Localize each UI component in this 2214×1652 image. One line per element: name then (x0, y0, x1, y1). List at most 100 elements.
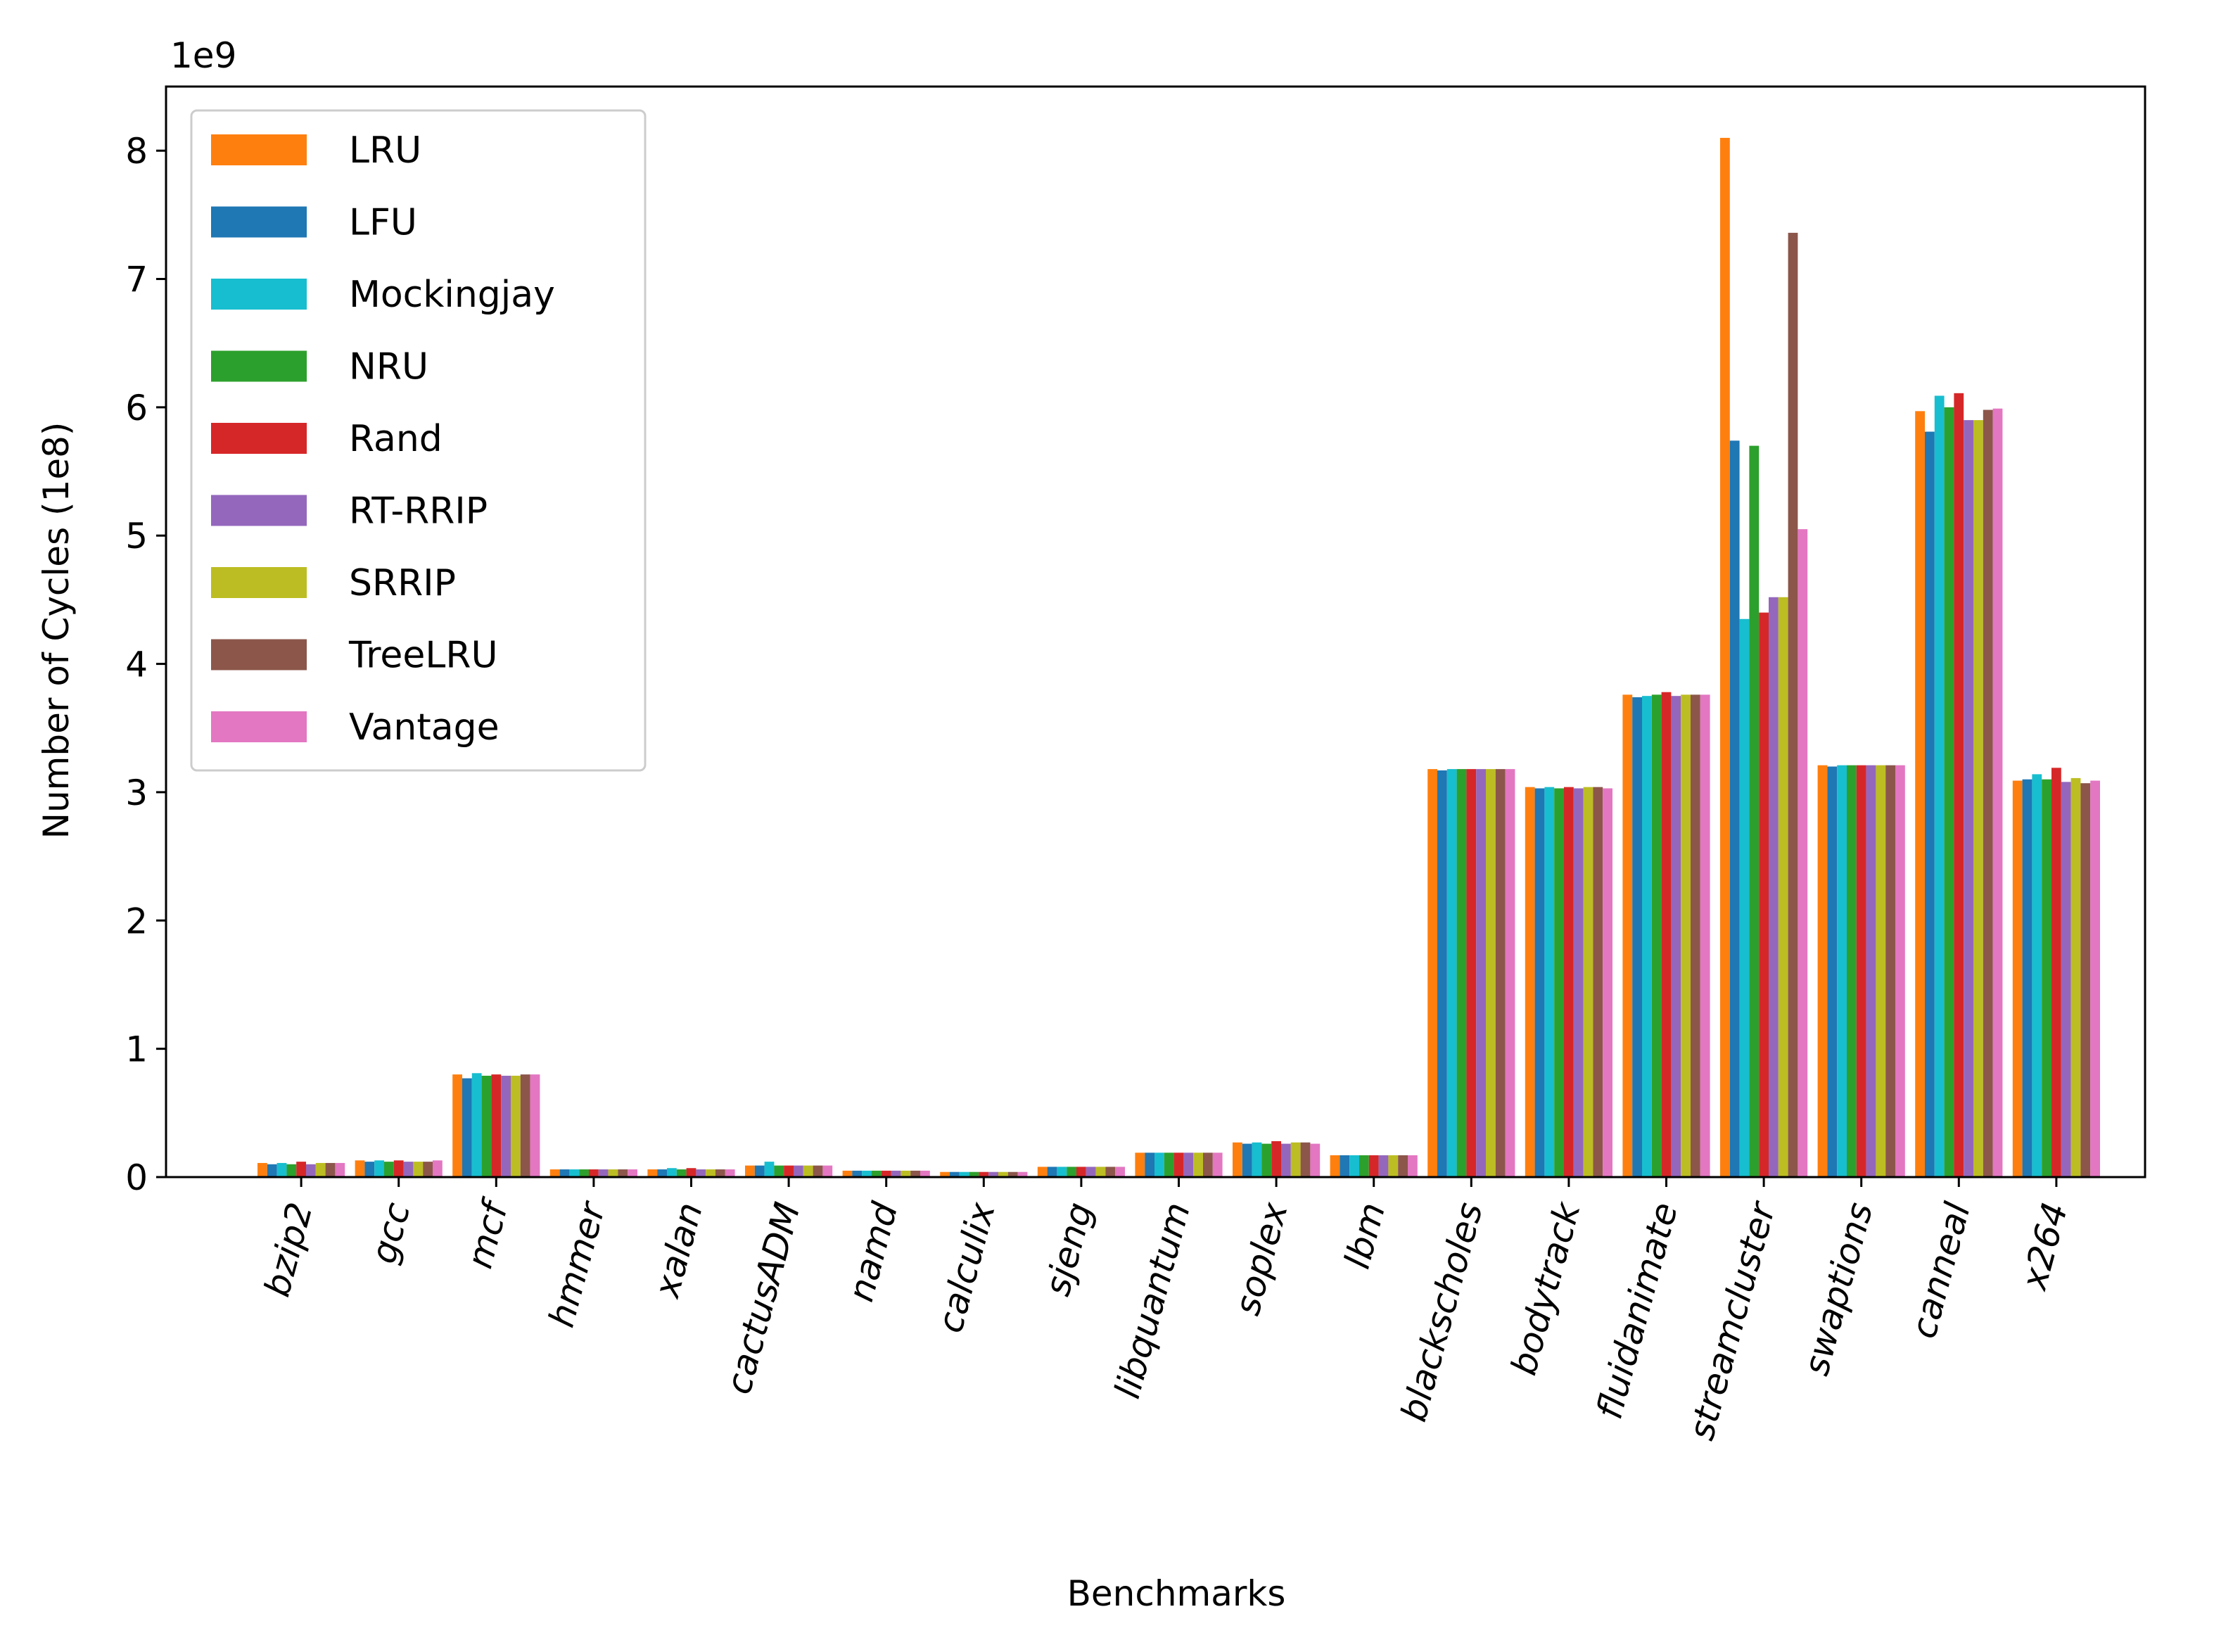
bar-rt-rrip-calculix (988, 1171, 998, 1177)
bar-vantage-libquantum (1212, 1152, 1223, 1177)
bar-rand-bzip2 (296, 1162, 306, 1177)
bar-lfu-soplex (1242, 1143, 1252, 1177)
bar-lfu-lbm (1340, 1155, 1350, 1177)
bar-treelru-blackscholes (1495, 769, 1506, 1177)
bar-treelru-bodytrack (1593, 787, 1603, 1177)
bar-treelru-streamcluster (1788, 232, 1798, 1178)
bar-srrip-hmmer (608, 1169, 618, 1177)
bar-nru-hmmer (579, 1169, 589, 1177)
bar-srrip-gcc (413, 1162, 424, 1177)
bar-rt-rrip-cactusADM (794, 1165, 803, 1177)
bar-nru-swaptions (1847, 765, 1857, 1177)
bar-lfu-calculix (950, 1171, 960, 1177)
bar-vantage-bzip2 (335, 1162, 345, 1177)
y-tick-label: 4 (125, 644, 148, 685)
bar-mockingjay-namd (862, 1170, 872, 1177)
legend-swatch-nru (211, 350, 307, 382)
bar-srrip-sjeng (1095, 1167, 1106, 1177)
bar-treelru-lbm (1398, 1155, 1408, 1177)
bar-rand-swaptions (1856, 765, 1866, 1177)
bar-rt-rrip-canneal (1964, 420, 1973, 1177)
bar-srrip-xalan (706, 1169, 715, 1177)
bar-lru-streamcluster (1720, 137, 1730, 1178)
bar-treelru-fluidanimate (1691, 694, 1700, 1177)
bar-treelru-xalan (715, 1169, 725, 1177)
bar-lru-libquantum (1135, 1152, 1145, 1177)
y-tick-label: 2 (125, 901, 148, 941)
legend-swatch-treelru (211, 639, 307, 671)
bar-treelru-calculix (1007, 1171, 1018, 1177)
bar-rt-rrip-sjeng (1086, 1167, 1096, 1177)
bar-srrip-canneal (1973, 420, 1983, 1177)
bar-treelru-x264 (2080, 783, 2091, 1177)
bar-rt-rrip-namd (891, 1170, 901, 1177)
bar-rt-rrip-hmmer (598, 1169, 609, 1177)
legend-label-vantage: Vantage (349, 706, 500, 749)
bar-treelru-soplex (1300, 1142, 1311, 1177)
bar-rt-rrip-fluidanimate (1671, 696, 1681, 1177)
bar-treelru-cactusADM (813, 1165, 823, 1177)
legend-label-nru: NRU (349, 346, 428, 388)
bar-vantage-namd (920, 1170, 930, 1177)
bar-lru-calculix (940, 1171, 950, 1177)
legend-label-lfu: LFU (349, 202, 417, 244)
bar-treelru-swaptions (1885, 765, 1895, 1177)
legend-label-srrip: SRRIP (349, 562, 456, 604)
bar-rand-hmmer (589, 1169, 599, 1177)
bar-srrip-blackscholes (1486, 769, 1496, 1177)
bar-nru-lbm (1359, 1155, 1369, 1177)
bar-rand-calculix (979, 1171, 989, 1177)
bar-rand-blackscholes (1466, 769, 1477, 1177)
bar-lru-bzip2 (257, 1162, 267, 1177)
y-tick-label: 1 (125, 1029, 148, 1070)
legend-label-mockingjay: Mockingjay (349, 274, 555, 316)
legend-swatch-rand (211, 423, 307, 454)
plot-frame (165, 85, 2146, 1178)
bar-rand-gcc (393, 1160, 404, 1177)
bar-lru-xalan (647, 1169, 658, 1177)
bar-lfu-blackscholes (1437, 770, 1447, 1177)
bar-rt-rrip-x264 (2061, 782, 2071, 1177)
bar-lru-lbm (1330, 1155, 1340, 1177)
bar-srrip-calculix (998, 1171, 1008, 1177)
bar-vantage-gcc (433, 1160, 443, 1177)
bar-rt-rrip-bzip2 (306, 1164, 316, 1177)
bar-vantage-xalan (725, 1169, 735, 1177)
bar-lru-blackscholes (1427, 769, 1437, 1177)
bar-srrip-mcf (511, 1075, 521, 1177)
bar-vantage-calculix (1017, 1171, 1028, 1177)
bar-rand-mcf (491, 1074, 502, 1177)
bar-rt-rrip-soplex (1281, 1143, 1291, 1177)
bar-lru-gcc (355, 1160, 365, 1177)
bar-rand-streamcluster (1759, 612, 1769, 1177)
legend-swatch-rt-rrip (211, 495, 307, 526)
bar-mockingjay-hmmer (569, 1169, 580, 1177)
bar-srrip-fluidanimate (1681, 694, 1691, 1177)
bar-mockingjay-swaptions (1837, 765, 1847, 1177)
bar-nru-bodytrack (1554, 788, 1564, 1177)
legend-swatch-lfu (211, 206, 307, 238)
bar-srrip-streamcluster (1778, 597, 1788, 1177)
bar-lfu-gcc (364, 1162, 375, 1177)
bar-lfu-sjeng (1047, 1167, 1057, 1177)
bar-rand-libquantum (1173, 1152, 1184, 1177)
bar-mockingjay-canneal (1934, 395, 1945, 1177)
bar-lru-namd (842, 1170, 853, 1177)
bar-treelru-gcc (423, 1162, 433, 1177)
bar-srrip-swaptions (1876, 765, 1886, 1177)
bar-lru-x264 (2012, 780, 2023, 1177)
bar-lfu-xalan (657, 1169, 667, 1177)
offset-label: 1e9 (170, 35, 236, 76)
bar-lru-hmmer (549, 1169, 560, 1177)
bar-mockingjay-calculix (959, 1171, 969, 1177)
bar-srrip-cactusADM (803, 1165, 813, 1177)
bar-mockingjay-bzip2 (276, 1162, 287, 1177)
bar-nru-fluidanimate (1651, 694, 1662, 1177)
bar-nru-libquantum (1164, 1152, 1174, 1177)
bar-rand-cactusADM (784, 1165, 794, 1177)
y-tick-label: 3 (125, 773, 148, 813)
bar-mockingjay-soplex (1252, 1142, 1262, 1177)
bar-vantage-hmmer (628, 1169, 637, 1177)
bar-rand-xalan (686, 1168, 696, 1177)
